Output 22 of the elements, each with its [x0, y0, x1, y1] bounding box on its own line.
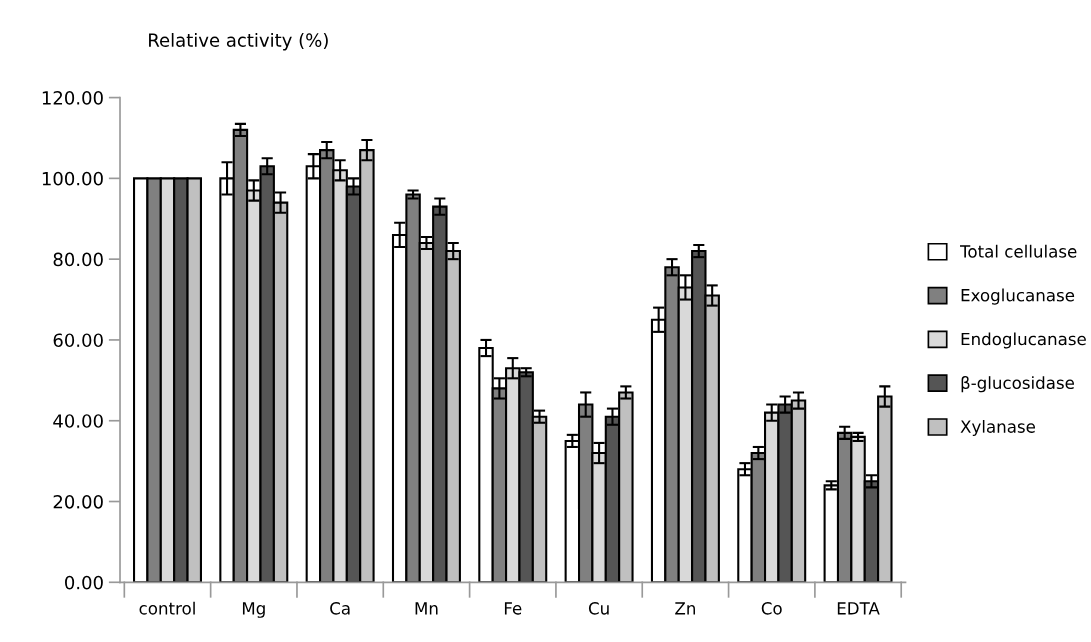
x-tick-label: Co [761, 602, 782, 615]
y-tick-label: 120.00 [42, 91, 103, 105]
x-tick-label: Cu [588, 602, 609, 615]
legend-label: β-glucosidase [961, 376, 1074, 393]
y-tick-label: 80.00 [53, 252, 103, 267]
x-tick-label: Ca [330, 602, 350, 615]
x-tick-label: Mg [242, 602, 265, 618]
x-tick-label: Zn [675, 602, 695, 615]
y-axis-title: Relative activity (%) [149, 32, 328, 51]
y-tick-label: 40.00 [53, 414, 103, 428]
y-tick-label: 100.00 [42, 171, 103, 186]
legend-label: Endoglucanase [961, 332, 1086, 349]
x-tick-label: EDTA [837, 602, 880, 615]
y-tick-label: 0.00 [65, 575, 103, 590]
y-tick-label: 60.00 [53, 333, 103, 348]
legend-label: Xylanase [960, 419, 1035, 437]
x-tick-label: control [139, 601, 195, 615]
legend-label: Exoglucanase [961, 288, 1075, 305]
legend-label: Total cellulase [960, 244, 1077, 258]
y-tick-label: 20.00 [53, 494, 103, 509]
x-tick-label: Mn [415, 602, 438, 615]
x-tick-label: Fe [504, 602, 522, 615]
